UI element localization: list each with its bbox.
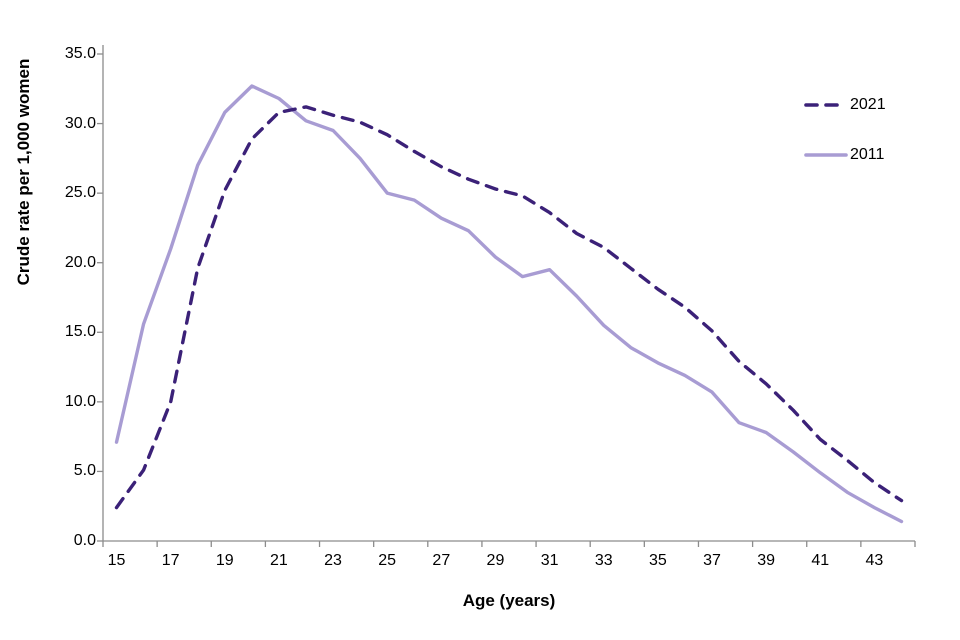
y-tick-label: 0.0 bbox=[73, 532, 96, 549]
x-tick-label: 27 bbox=[432, 552, 451, 569]
x-tick-label: 19 bbox=[215, 552, 234, 569]
legend-solid-line-sample bbox=[804, 153, 848, 157]
legend-label-2011: 2011 bbox=[850, 146, 885, 163]
y-tick-label: 15.0 bbox=[64, 323, 96, 341]
x-tick-label: 41 bbox=[811, 552, 830, 569]
legend-label-2021: 2021 bbox=[850, 96, 886, 113]
x-tick-label: 43 bbox=[865, 552, 884, 569]
series-line-2021 bbox=[114, 105, 904, 510]
x-tick-label: 25 bbox=[378, 552, 397, 569]
y-tick-label: 20.0 bbox=[64, 253, 96, 271]
x-tick-label: 21 bbox=[270, 552, 288, 569]
x-tick-label: 15 bbox=[107, 552, 126, 569]
y-tick-label: 35.0 bbox=[64, 45, 96, 62]
x-axis-title: Age (years) bbox=[462, 591, 556, 610]
x-tick-label: 31 bbox=[540, 552, 559, 569]
y-axis-title: Crude rate per 1,000 women bbox=[14, 58, 33, 286]
y-tick-label: 5.0 bbox=[73, 462, 96, 480]
legend-dashed-line-sample bbox=[804, 103, 848, 107]
series-line-2011 bbox=[114, 84, 904, 524]
x-tick-label: 23 bbox=[324, 552, 342, 569]
x-tick-label: 17 bbox=[161, 552, 180, 569]
y-tick-label: 30.0 bbox=[64, 114, 96, 132]
x-tick-label: 39 bbox=[757, 552, 776, 569]
legend-item-2021: 2021 bbox=[804, 94, 886, 116]
legend-item-2011: 2011 bbox=[804, 144, 884, 166]
x-tick-label: 29 bbox=[486, 552, 505, 569]
y-tick-label: 10.0 bbox=[64, 392, 96, 410]
x-tick-label: 37 bbox=[703, 552, 721, 569]
x-tick-label: 35 bbox=[648, 552, 667, 569]
x-tick-label: 33 bbox=[594, 552, 613, 569]
y-tick-label: 25.0 bbox=[64, 184, 96, 202]
